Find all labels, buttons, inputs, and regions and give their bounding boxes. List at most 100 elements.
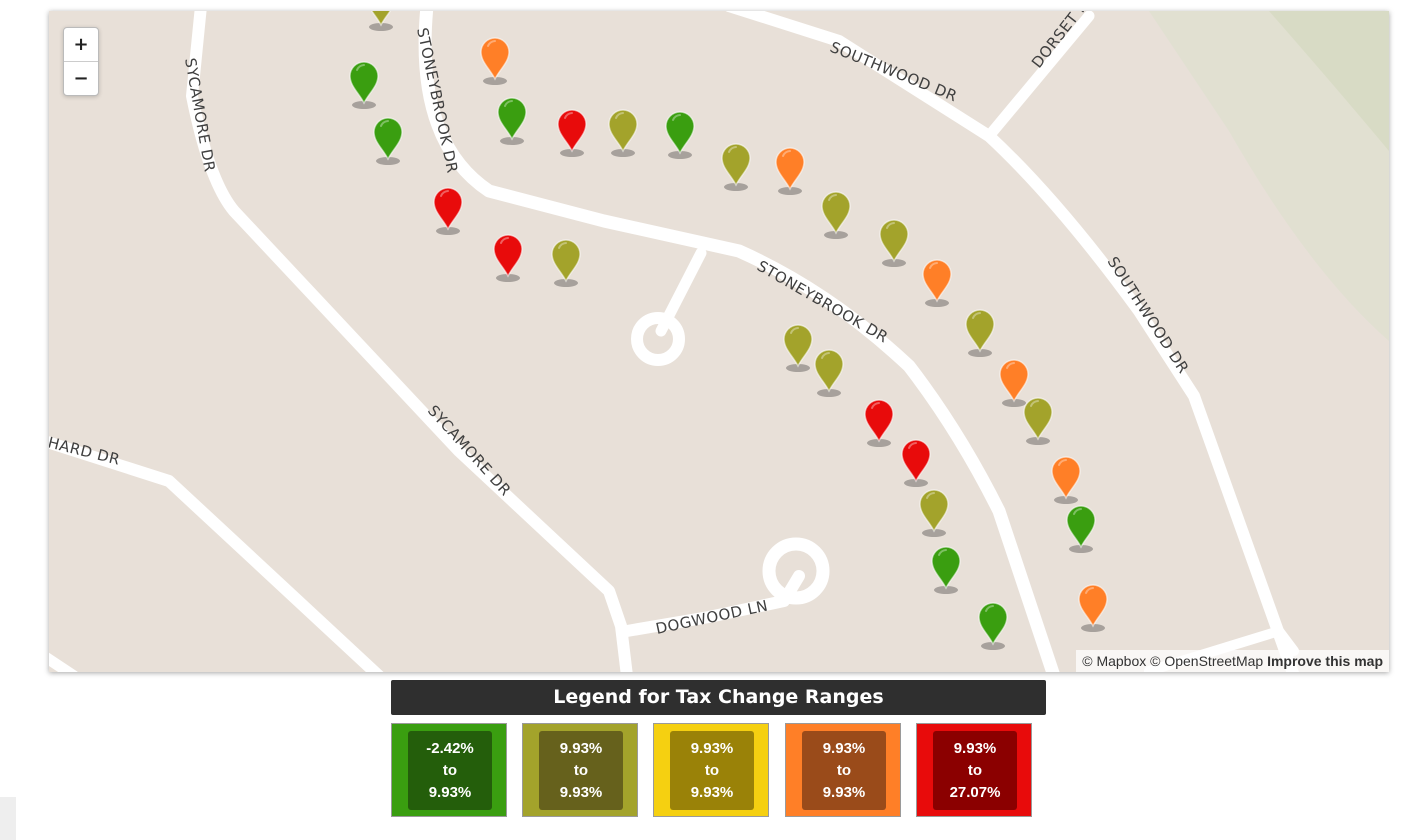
property-marker[interactable] — [878, 217, 910, 269]
property-marker[interactable] — [720, 141, 752, 193]
map-pin-icon — [557, 109, 587, 157]
roads — [49, 11, 1299, 672]
legend-item-2-sep: to — [573, 761, 589, 779]
map-pin-icon — [1078, 584, 1108, 632]
terrain-shading-dark — [1269, 11, 1389, 151]
legend-item-2: 9.93% to 9.93% — [522, 723, 638, 817]
property-marker[interactable] — [977, 600, 1009, 652]
property-marker[interactable] — [998, 357, 1030, 409]
map-pin-icon — [1066, 505, 1096, 553]
legend-item-3: 9.93% to 9.93% — [653, 723, 769, 817]
road-dogwood-ln — [621, 570, 805, 637]
map-pin-icon — [879, 219, 909, 267]
property-marker[interactable] — [664, 109, 696, 161]
legend-item-4-inner: 9.93% to 9.93% — [802, 731, 886, 810]
legend-item-3-sep: to — [704, 761, 720, 779]
property-marker[interactable] — [550, 237, 582, 289]
legend-item-3-inner: 9.93% to 9.93% — [670, 731, 754, 810]
map-pin-icon — [814, 349, 844, 397]
property-marker[interactable] — [479, 35, 511, 87]
zoom-out-button[interactable]: − — [64, 61, 98, 95]
legend-item-1-inner: -2.42% to 9.93% — [408, 731, 492, 810]
cul-de-sac-2 — [762, 537, 830, 605]
legend-item-1-from: -2.42% — [426, 739, 474, 757]
map-pin-icon — [551, 239, 581, 287]
property-marker[interactable] — [432, 185, 464, 237]
property-marker[interactable] — [607, 107, 639, 159]
label-southwood-dr-1: SOUTHWOOD DR — [828, 38, 960, 105]
property-marker[interactable] — [1022, 395, 1054, 447]
property-marker[interactable] — [820, 189, 852, 241]
label-stoneybrook-dr-2: STONEYBROOK DR — [754, 257, 891, 347]
attribution-osm-link[interactable]: © OpenStreetMap — [1150, 653, 1264, 669]
map-pin-icon — [978, 602, 1008, 650]
map-pin-icon — [497, 97, 527, 145]
property-marker[interactable] — [372, 115, 404, 167]
map-pin-icon — [965, 309, 995, 357]
legend-item-2-from: 9.93% — [559, 739, 603, 757]
property-marker[interactable] — [1065, 503, 1097, 555]
map[interactable]: SYCAMORE DR SYCAMORE DR STONEYBROOK DR S… — [49, 11, 1389, 672]
map-base[interactable]: SYCAMORE DR SYCAMORE DR STONEYBROOK DR S… — [49, 11, 1389, 672]
property-marker[interactable] — [900, 437, 932, 489]
road-hard-dr — [49, 436, 384, 672]
map-pin-icon — [369, 11, 393, 31]
label-sycamore-dr-2: SYCAMORE DR — [424, 402, 515, 500]
label-hard-dr: HARD DR — [49, 433, 122, 468]
map-pin-icon — [922, 259, 952, 307]
map-pin-icon — [493, 234, 523, 282]
property-marker[interactable] — [365, 11, 397, 33]
map-pin-icon — [864, 399, 894, 447]
property-marker[interactable] — [863, 397, 895, 449]
property-marker[interactable] — [492, 232, 524, 284]
attribution-mapbox-link[interactable]: © Mapbox — [1082, 653, 1147, 669]
legend-item-5: 9.93% to 27.07% — [916, 723, 1032, 817]
map-pin-icon — [349, 61, 379, 109]
property-marker[interactable] — [921, 257, 953, 309]
label-dogwood-ln: DOGWOOD LN — [654, 597, 770, 638]
map-pin-icon — [373, 117, 403, 165]
road-corner — [49, 652, 78, 672]
property-marker[interactable] — [774, 145, 806, 197]
property-marker[interactable] — [813, 347, 845, 399]
map-pin-icon — [608, 109, 638, 157]
map-pin-icon — [901, 439, 931, 487]
legend-item-5-inner: 9.93% to 27.07% — [933, 731, 1017, 810]
map-pin-icon — [433, 187, 463, 235]
map-pin-icon — [665, 111, 695, 159]
attribution: © Mapbox © OpenStreetMap Improve this ma… — [1076, 650, 1389, 672]
label-stoneybrook-dr-1: STONEYBROOK DR — [413, 26, 461, 175]
cul-de-sac-1 — [631, 312, 685, 366]
improve-map-link[interactable]: Improve this map — [1267, 653, 1383, 669]
legend-item-2-inner: 9.93% to 9.93% — [539, 731, 623, 810]
property-marker[interactable] — [496, 95, 528, 147]
map-pin-icon — [775, 147, 805, 195]
legend-item-5-sep: to — [967, 761, 983, 779]
label-southwood-dr-2: SOUTHWOOD DR — [1104, 253, 1193, 376]
map-pin-icon — [480, 37, 510, 85]
map-pin-icon — [999, 359, 1029, 407]
property-marker[interactable] — [964, 307, 996, 359]
road-stoneybrook-dr — [418, 11, 1060, 672]
sidebar-stub — [0, 797, 16, 840]
map-pin-icon — [1023, 397, 1053, 445]
map-pin-icon — [919, 489, 949, 537]
terrain-shading — [1149, 11, 1389, 341]
legend-item-5-from: 9.93% — [953, 739, 997, 757]
property-marker[interactable] — [1050, 454, 1082, 506]
zoom-in-button[interactable]: + — [73, 34, 89, 55]
property-marker[interactable] — [782, 322, 814, 374]
property-marker[interactable] — [918, 487, 950, 539]
zoom-control: + − — [63, 27, 99, 96]
property-marker[interactable] — [930, 544, 962, 596]
property-marker[interactable] — [556, 107, 588, 159]
legend-item-4-sep: to — [836, 761, 852, 779]
legend-item-3-from: 9.93% — [690, 739, 734, 757]
property-marker[interactable] — [348, 59, 380, 111]
map-pin-icon — [721, 143, 751, 191]
road-dorset — [983, 11, 1095, 142]
property-marker[interactable] — [1077, 582, 1109, 634]
road-sycamore-dr — [186, 11, 633, 672]
legend-title: Legend for Tax Change Ranges — [391, 680, 1046, 715]
map-pin-icon — [931, 546, 961, 594]
